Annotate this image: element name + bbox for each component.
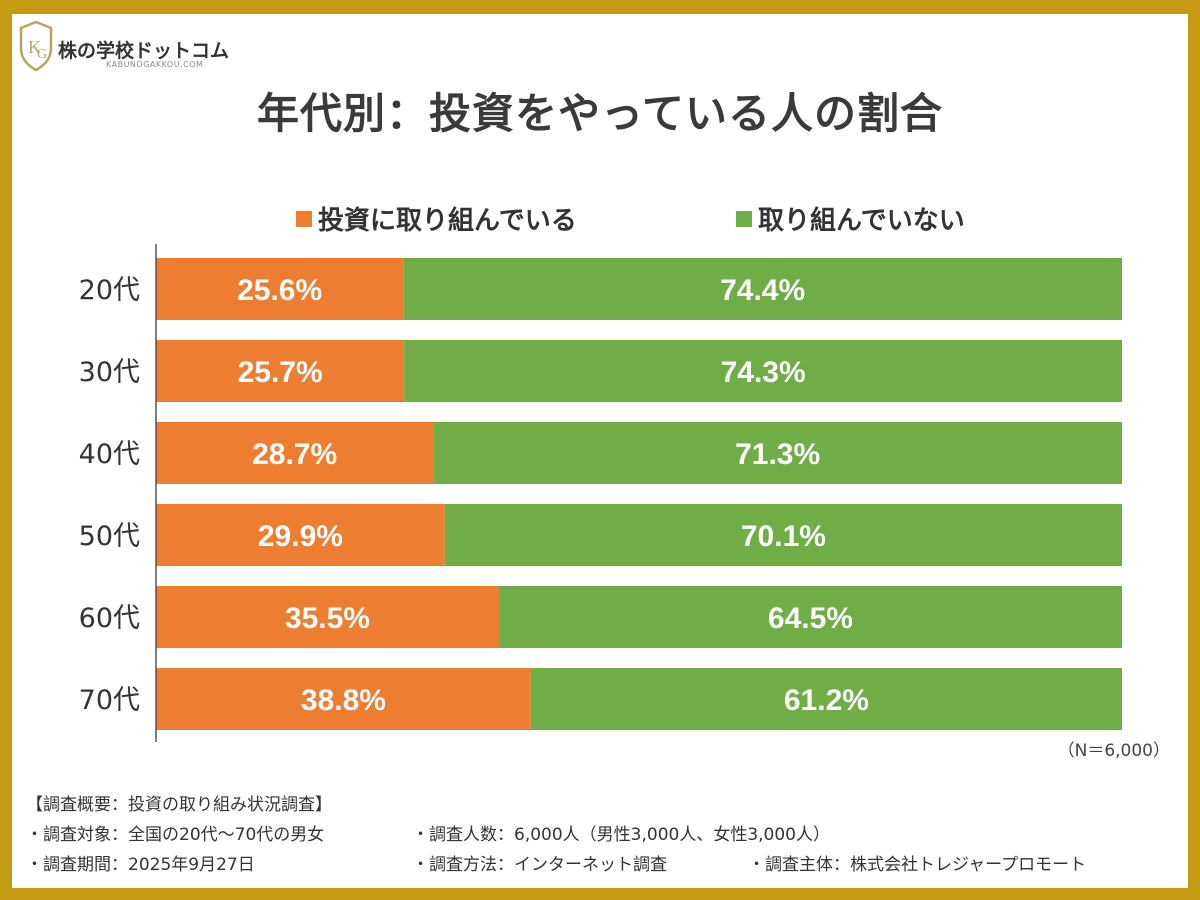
bar-data-label: 25.6% <box>237 274 322 307</box>
bar-investing <box>156 668 531 730</box>
survey-period: ・調査期間：2025年9月27日 <box>26 855 255 875</box>
bar-data-label: 74.3% <box>721 356 806 389</box>
legend-item-not-investing: 取り組んでいない <box>736 200 965 237</box>
bar-not-investing <box>530 668 1122 730</box>
bar-data-label: 29.9% <box>258 520 343 553</box>
survey-organizer: ・調査主体：株式会社トレジャープロモート <box>748 855 1087 875</box>
bar-investing <box>156 586 499 648</box>
chart-legend: 投資に取り組んでいる 取り組んでいない <box>12 200 1188 236</box>
bar-data-label: 25.7% <box>238 356 323 389</box>
bar-investing <box>156 258 404 320</box>
bar-investing <box>156 340 405 402</box>
sample-size-note: （N＝6,000） <box>1057 741 1170 761</box>
legend-item-investing: 投資に取り組んでいる <box>296 200 577 237</box>
bar-data-label: 61.2% <box>784 684 869 717</box>
category-label: 50代 <box>79 521 140 552</box>
category-label: 60代 <box>79 603 140 634</box>
bar-not-investing <box>403 258 1122 320</box>
legend-label-investing: 投資に取り組んでいる <box>318 206 577 236</box>
category-label: 70代 <box>79 685 140 716</box>
bar-not-investing <box>404 340 1123 402</box>
survey-notes: 【調査概要：投資の取り組み状況調査】 ・調査対象：全国の20代～70代の男女 ・… <box>26 790 1176 884</box>
bar-data-label: 35.5% <box>285 602 370 635</box>
svg-text:K: K <box>28 37 41 57</box>
category-label: 30代 <box>79 357 140 388</box>
legend-swatch-investing <box>296 210 312 227</box>
svg-text:G: G <box>37 47 47 62</box>
survey-target: ・調査対象：全国の20代～70代の男女 <box>26 825 325 845</box>
bar-not-investing <box>444 504 1123 566</box>
logo-url: KABUNOGAKKOU.COM <box>106 60 204 69</box>
category-label: 20代 <box>79 275 140 306</box>
bar-data-label: 64.5% <box>768 602 853 635</box>
bar-data-label: 28.7% <box>252 438 337 471</box>
stacked-bar-chart: 25.6% 74.4% 20代 25.7% 74.3% 30代 28.7% 71.3% 40代 2… <box>79 244 1123 742</box>
bar-investing <box>156 422 434 484</box>
bar-not-investing <box>433 422 1122 484</box>
category-label: 40代 <box>79 439 140 470</box>
survey-heading: 【調査概要：投資の取り組み状況調査】 <box>26 795 332 815</box>
legend-swatch-not-investing <box>736 210 752 227</box>
bar-data-label: 70.1% <box>741 520 826 553</box>
survey-respondents: ・調査人数：6,000人（男性3,000人、女性3,000人） <box>412 825 831 845</box>
logo: K G 株の学校ドットコム KABUNOGAKKOU.COM <box>18 20 229 80</box>
bar-investing <box>156 504 445 566</box>
logo-name: 株の学校ドットコム <box>58 40 230 62</box>
chart-title: 年代別：投資をやっている人の割合 <box>257 89 943 138</box>
bar-not-investing <box>498 586 1122 648</box>
shield-logo-icon: K G <box>19 20 53 72</box>
legend-label-not-investing: 取り組んでいない <box>758 206 965 236</box>
chart-frame: K G 株の学校ドットコム KABUNOGAKKOU.COM 年代別：投資をやっ… <box>12 14 1188 888</box>
bar-data-label: 71.3% <box>735 438 820 471</box>
bar-data-label: 74.4% <box>720 274 805 307</box>
bar-data-label: 38.8% <box>301 684 386 717</box>
survey-method: ・調査方法：インターネット調査 <box>412 855 667 875</box>
